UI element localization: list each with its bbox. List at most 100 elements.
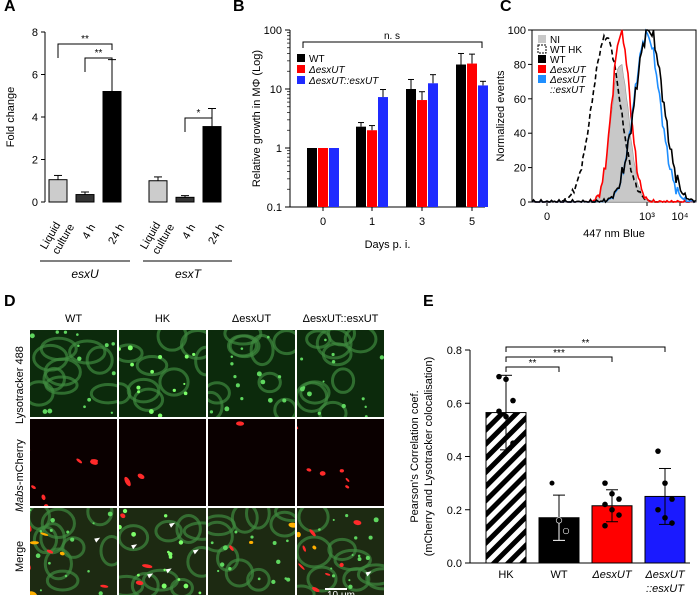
red-bacterium [288,522,295,528]
cell-outline [365,567,384,591]
x-tick-label: 4 h [180,222,198,241]
column-title-complemented: ΔesxUT::esxUT [302,313,379,325]
data-point [655,506,661,513]
row-title-lysotracker: Lysotracker 488 [14,346,26,424]
green-puncta [276,559,281,565]
y-axis-label-2: (mCherry and Lysotracker colocalisation) [423,357,435,557]
panel-d-letter: D [4,293,16,310]
green-puncta [233,375,237,379]
significance-mark: * [197,108,201,119]
x-tick-label: ::esxUT [646,583,685,595]
green-puncta [158,354,163,360]
y-tick-label: 1 [276,143,282,155]
cell-outline [299,380,331,405]
green-puncta [235,383,240,388]
legend-label: ΔesxUT [549,75,586,86]
cell-outline [186,545,206,578]
green-puncta [136,573,140,577]
green-puncta [64,574,68,578]
green-puncta [192,352,196,357]
data-point [503,413,509,420]
green-puncta [282,398,287,403]
y-axis-label: Pearson's Correlation coef. [409,390,421,522]
red-bacterium [353,520,362,526]
arrowhead-marker [94,537,101,543]
y-axis-label: Fold change [5,87,17,148]
red-bacterium [236,421,245,426]
y-tick-label: 0.2 [447,505,462,517]
micrograph-content [297,508,384,595]
green-puncta [351,554,354,557]
micrograph-r1-c2 [208,419,295,506]
cell-outline [224,558,255,588]
red-bacterium [31,485,36,490]
cell-outline [99,534,117,567]
legend-swatch [538,55,546,63]
red-bacterium [302,545,306,552]
micrograph-r0-c0 [30,330,117,417]
green-puncta [39,529,43,533]
green-puncta [92,522,95,525]
cell-outline [130,571,160,595]
green-puncta [322,380,325,383]
bar [202,126,222,203]
red-bacterium [46,549,54,554]
x-tick-label: ΔesxUT [591,569,632,581]
y-tick-label: 100 [264,25,282,37]
cell-outline [257,371,282,394]
bar [456,64,466,207]
group-label: esxU [71,267,99,281]
green-puncta [318,528,321,531]
red-bacterium [59,551,65,556]
green-puncta [230,362,234,366]
scale-bar [325,588,347,590]
cell-outline [119,574,145,595]
micrograph-content [124,473,145,487]
cell-outline [169,577,194,595]
green-puncta [70,537,75,542]
significance-mark: ** [81,34,89,45]
green-puncta [87,397,92,402]
green-puncta [183,583,189,589]
green-puncta [122,508,128,514]
red-bacterium [30,525,32,532]
green-puncta [230,355,234,358]
green-puncta [364,405,367,409]
data-point [662,480,668,486]
cell-outline [61,536,86,559]
cell-outline [30,508,51,531]
cell-outline [175,513,202,544]
green-puncta [127,345,133,351]
y-tick-label: 2 [32,155,38,167]
green-puncta [286,577,291,582]
green-puncta [271,579,276,585]
panel-e-chart: 0.0 0.2 0.4 0.6 0.8 Pearson's Correlation coe… [409,338,690,595]
green-puncta [348,579,351,582]
green-puncta [76,333,79,336]
x-tick-label: 3 [419,216,425,228]
red-bacterium [40,532,49,536]
cell-outline [297,584,316,595]
data-point [609,490,615,497]
data-point [562,527,570,535]
green-puncta [30,333,35,339]
cell-outline [330,367,356,394]
green-puncta [119,347,121,351]
cell-outline [246,567,271,592]
green-puncta [284,577,288,580]
legend-swatch [538,75,546,83]
cell-outline [208,390,224,417]
green-puncta [183,391,188,396]
y-tick-label: 0.8 [447,345,462,357]
histogram-wt [531,29,697,204]
green-puncta [107,511,113,517]
cell-outline [272,330,295,356]
green-puncta [379,355,384,360]
legend-label: ::esxUT [550,85,585,96]
red-bacterium [306,468,312,472]
cell-outline [194,345,206,377]
red-bacterium [312,545,317,550]
x-tick-label: 4 h [80,222,98,241]
cell-outline [182,521,206,541]
micrograph-r1-c3 [297,419,384,506]
